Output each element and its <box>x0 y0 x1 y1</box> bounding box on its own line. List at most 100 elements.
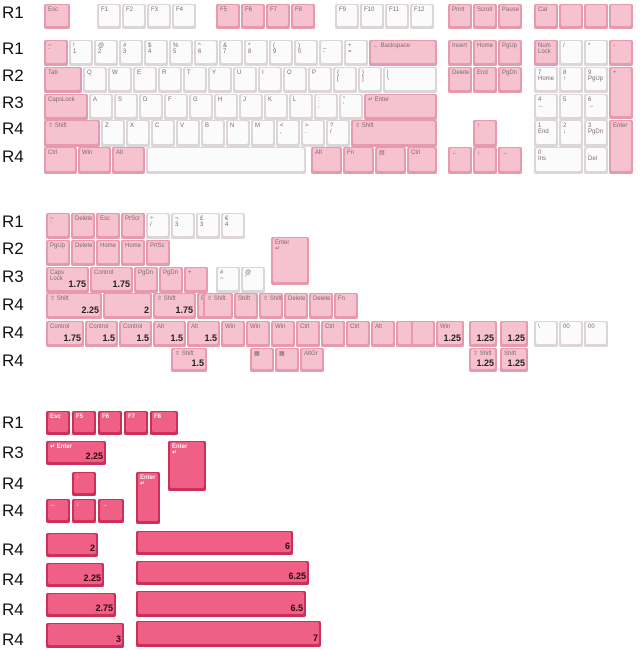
keycap-top <box>561 68 581 90</box>
keycap-top <box>346 41 366 63</box>
keycap-legend: Win <box>275 324 286 330</box>
keycap-legend: " ' <box>343 97 346 110</box>
row-label: R4 <box>2 474 24 493</box>
keycap-top <box>586 148 606 171</box>
keycap-top <box>268 5 288 26</box>
keycap: ▤ <box>375 147 406 174</box>
keycap-legend: 00 <box>563 324 570 330</box>
keycap-legend: E <box>137 70 142 76</box>
keycap-legend: + <box>613 70 617 76</box>
keycap-top <box>110 68 130 90</box>
row-label: R3 <box>2 93 24 112</box>
keycap: Fn <box>343 147 374 174</box>
keycap: | \ <box>383 67 437 93</box>
keycap-top <box>216 95 236 117</box>
keycap-top <box>536 121 556 144</box>
keycap-top <box>48 594 114 614</box>
keycap-top <box>155 322 184 344</box>
keycap-legend: ← Backspace <box>373 43 411 49</box>
keycap-top <box>586 68 606 90</box>
keycap-top <box>218 268 238 290</box>
keycap-top <box>293 5 313 26</box>
keycap-legend: < , <box>280 123 284 136</box>
keycap-legend: Home <box>477 43 494 49</box>
keycap: 3 PgDn <box>584 120 608 147</box>
keycap-top <box>198 214 218 236</box>
keycap-top <box>475 121 495 144</box>
keycap-top <box>413 322 433 344</box>
row-label: R4 <box>2 600 24 619</box>
keycap: Home <box>473 40 497 66</box>
keycap-top <box>48 624 122 645</box>
keycap: Caps Lock 1.75 <box>46 267 89 293</box>
keycap: Delete <box>284 293 308 319</box>
keycap-legend: PgUp <box>50 243 66 249</box>
keycap-size-label: 1.5 <box>204 333 217 343</box>
row-label: R4 <box>2 570 24 589</box>
keycap-top <box>335 68 355 90</box>
keycap-legend: Esc <box>50 414 61 420</box>
keycap-top <box>48 241 68 263</box>
keycap: F10 <box>360 4 384 29</box>
keycap: Alt 1.5 <box>153 321 186 347</box>
row-label: R4 <box>2 630 24 649</box>
keycap-legend: ⇧ Shift <box>355 123 374 129</box>
keycap: Alt <box>112 147 145 174</box>
keycap: 2 <box>103 293 152 319</box>
keycap: M <box>251 120 275 147</box>
keycap: % 5 <box>169 40 193 66</box>
keycap-legend: ( 9 <box>273 43 277 56</box>
keycap-legend: K <box>268 97 273 103</box>
keycap: Enter ↵ <box>136 472 160 524</box>
keycap-top <box>371 41 435 63</box>
keycap-top <box>138 562 307 582</box>
keycap-size-label: 6.25 <box>288 571 306 581</box>
keycap-legend: Fn <box>347 150 355 156</box>
keycap: Ctrl <box>321 321 345 347</box>
keycap-top <box>253 121 273 144</box>
keycap-legend: Delete <box>452 70 470 76</box>
keycap-top <box>353 121 435 144</box>
keycap-legend: ↵ Enter <box>368 97 390 103</box>
keycap-top <box>155 294 194 316</box>
keycap-legend: F8 <box>154 414 162 420</box>
keycap <box>609 4 633 29</box>
keycap: X <box>126 120 150 147</box>
keycap-top <box>302 349 322 369</box>
keycap-legend: F <box>168 97 172 103</box>
row-label: R4 <box>2 540 24 559</box>
keycap-legend: 5 <box>563 97 567 103</box>
keycap-legend: ? / <box>330 123 334 136</box>
keycap: K <box>264 94 288 120</box>
keycap: Alt <box>311 147 342 174</box>
keycap-top <box>328 121 348 144</box>
keycap-size-label: 1.75 <box>175 305 193 315</box>
keycap-top <box>260 68 280 90</box>
keycap-top <box>46 68 80 90</box>
keycap: @ 2 <box>94 40 118 66</box>
row-label: R4 <box>2 351 24 370</box>
keycap-top <box>228 121 248 144</box>
keycap-legend: N <box>230 123 235 129</box>
row-label: R4 <box>2 119 24 138</box>
keycap-legend: ⇧ Shift <box>48 123 67 129</box>
keycap: C <box>151 120 175 147</box>
keycap-legend: Ctrl <box>325 324 335 330</box>
keycap-top <box>278 121 298 144</box>
keycap <box>411 321 435 347</box>
keycap-legend: R <box>162 70 167 76</box>
keycap-top <box>173 349 205 369</box>
keycap-top <box>241 95 261 117</box>
keycap-top <box>124 5 144 26</box>
keycap: F2 <box>122 4 146 29</box>
keycap: + <box>184 267 208 293</box>
keycap-top <box>223 322 243 344</box>
keycap-size-label: 2.25 <box>81 305 99 315</box>
keycap-top <box>286 294 306 316</box>
keycap-size-label: 2 <box>143 305 149 315</box>
keycap-legend: Delete <box>313 296 331 302</box>
keycap-legend: ^ 6 <box>198 43 202 56</box>
keycap-top <box>412 5 432 26</box>
keycap-top <box>252 349 272 369</box>
keycap: Shift 1.25 <box>500 348 528 372</box>
